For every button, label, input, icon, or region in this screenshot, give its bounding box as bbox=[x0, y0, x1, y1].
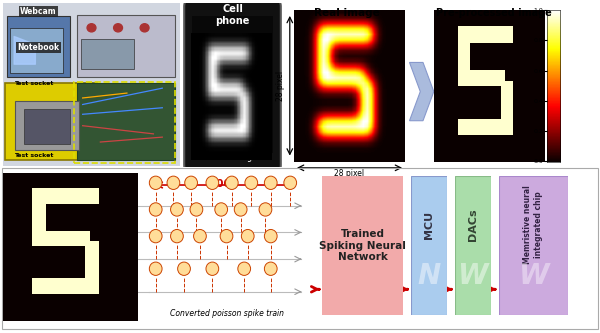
Ellipse shape bbox=[238, 262, 251, 275]
FancyBboxPatch shape bbox=[10, 28, 63, 74]
Ellipse shape bbox=[149, 229, 162, 243]
Ellipse shape bbox=[206, 262, 219, 275]
Text: N: N bbox=[418, 262, 440, 290]
FancyBboxPatch shape bbox=[499, 176, 568, 315]
FancyBboxPatch shape bbox=[184, 0, 281, 171]
Text: 28 pixel: 28 pixel bbox=[276, 71, 285, 101]
Text: Trained
Spiking Neural
Network: Trained Spiking Neural Network bbox=[319, 229, 406, 262]
Ellipse shape bbox=[265, 229, 277, 243]
Polygon shape bbox=[409, 63, 434, 121]
Ellipse shape bbox=[206, 176, 219, 189]
Ellipse shape bbox=[170, 229, 184, 243]
FancyBboxPatch shape bbox=[317, 168, 408, 323]
Text: MCU: MCU bbox=[424, 211, 434, 239]
Ellipse shape bbox=[241, 229, 254, 243]
Ellipse shape bbox=[259, 203, 272, 216]
Text: W: W bbox=[457, 262, 488, 290]
Ellipse shape bbox=[234, 203, 247, 216]
Ellipse shape bbox=[185, 176, 197, 189]
Ellipse shape bbox=[220, 229, 233, 243]
Text: Cell: Cell bbox=[222, 4, 243, 14]
Text: Pre-processed image: Pre-processed image bbox=[436, 8, 551, 18]
Text: DACs: DACs bbox=[468, 208, 478, 241]
Text: Notebook: Notebook bbox=[17, 43, 59, 52]
Ellipse shape bbox=[265, 262, 277, 275]
FancyBboxPatch shape bbox=[455, 176, 491, 315]
FancyBboxPatch shape bbox=[77, 83, 175, 160]
Text: 100T: 100T bbox=[210, 179, 239, 189]
Ellipse shape bbox=[194, 229, 206, 243]
Circle shape bbox=[113, 24, 122, 32]
Ellipse shape bbox=[284, 176, 296, 189]
Ellipse shape bbox=[215, 203, 227, 216]
Text: phone: phone bbox=[215, 16, 250, 26]
FancyBboxPatch shape bbox=[5, 83, 97, 160]
FancyBboxPatch shape bbox=[7, 16, 70, 77]
FancyBboxPatch shape bbox=[16, 101, 79, 150]
Ellipse shape bbox=[245, 176, 257, 189]
FancyBboxPatch shape bbox=[191, 16, 274, 154]
Ellipse shape bbox=[167, 176, 180, 189]
FancyBboxPatch shape bbox=[411, 176, 447, 315]
Ellipse shape bbox=[149, 262, 162, 275]
Bar bbox=[74, 82, 175, 163]
FancyBboxPatch shape bbox=[81, 39, 134, 69]
Ellipse shape bbox=[170, 203, 184, 216]
Circle shape bbox=[140, 24, 149, 32]
Ellipse shape bbox=[226, 176, 238, 189]
FancyBboxPatch shape bbox=[24, 109, 70, 144]
Text: Test socket: Test socket bbox=[14, 153, 53, 158]
Ellipse shape bbox=[265, 176, 277, 189]
Text: Converted poisson spike train: Converted poisson spike train bbox=[170, 309, 284, 318]
Text: Real image: Real image bbox=[314, 8, 380, 18]
Text: Webcam: Webcam bbox=[20, 7, 57, 16]
Ellipse shape bbox=[178, 262, 190, 275]
Text: MNIST image: MNIST image bbox=[208, 153, 257, 162]
Text: Memristive neural
integrated chip: Memristive neural integrated chip bbox=[523, 185, 543, 264]
Text: 28 pixel: 28 pixel bbox=[334, 169, 365, 178]
Text: W: W bbox=[518, 262, 548, 290]
Circle shape bbox=[87, 24, 96, 32]
FancyBboxPatch shape bbox=[77, 15, 175, 77]
Ellipse shape bbox=[149, 176, 162, 189]
Ellipse shape bbox=[190, 203, 203, 216]
Text: Test socket: Test socket bbox=[14, 81, 53, 86]
Ellipse shape bbox=[149, 203, 162, 216]
